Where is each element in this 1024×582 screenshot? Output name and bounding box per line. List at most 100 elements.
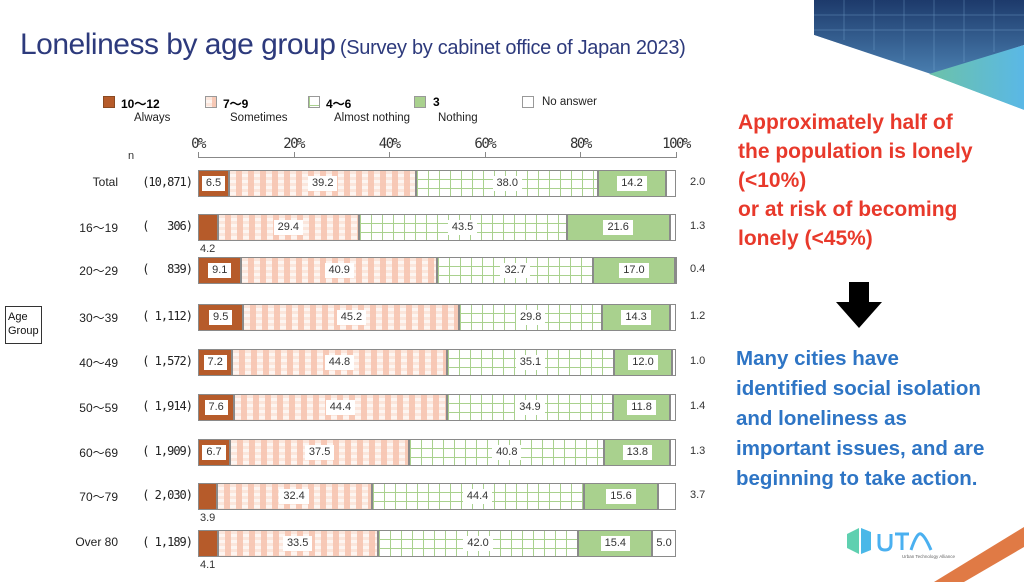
legend-desc-no-answer: No answer (542, 96, 597, 108)
bar-segment-almost: 38.0 (416, 169, 599, 197)
legend-swatch-almost-nothing (308, 96, 320, 108)
callout-blue: Many cities have identified social isola… (736, 344, 1024, 494)
data-label: 7.2 (203, 354, 227, 370)
header-city-image (814, 0, 1024, 110)
callout-red-line: (<10%) (738, 169, 807, 192)
data-label: 0.4 (690, 263, 706, 275)
legend-desc-sometimes: Sometimes (230, 112, 288, 124)
data-label: 35.1 (515, 354, 546, 370)
data-label: 44.4 (325, 399, 356, 415)
bar-segment-always: 6.7 (198, 438, 231, 466)
x-tick-label: 20% (283, 136, 305, 152)
data-label: 29.4 (273, 219, 304, 235)
legend-code-nothing: 3 (433, 95, 440, 109)
bar-segment-nothing: 17.0 (593, 256, 675, 284)
data-label: 38.0 (492, 175, 522, 191)
category-label: 70～79 (79, 490, 118, 504)
data-label: 45.2 (336, 309, 367, 325)
data-label: 29.8 (515, 309, 546, 325)
bar-segment-nothing: 15.6 (583, 482, 659, 510)
bar-segment-always: 7.6 (198, 393, 235, 421)
uta-logo (847, 528, 933, 554)
bar-segment-sometimes: 33.5 (217, 529, 378, 557)
bar-segment-sometimes: 32.4 (216, 482, 372, 510)
callout-red-line: the population is lonely (738, 140, 973, 163)
x-tick-label: 100% (662, 136, 691, 152)
x-tick-mark (293, 152, 295, 158)
bar-segment-sometimes: 39.2 (229, 169, 417, 197)
bar-segment-almost: 44.4 (371, 482, 584, 510)
data-label: 40.8 (492, 444, 522, 460)
data-label: 2.0 (690, 176, 706, 188)
callout-red-line: Approximately half of (738, 111, 953, 134)
bar-segment-almost: 40.8 (409, 438, 605, 466)
category-label: 20～29 (79, 264, 118, 278)
down-arrow-icon (836, 282, 882, 328)
x-tick-mark (484, 152, 486, 158)
bar-segment-nothing: 21.6 (566, 213, 670, 241)
data-label: 33.5 (282, 535, 313, 551)
bar-segment-nothing: 12.0 (614, 348, 672, 376)
data-label: 3.9 (200, 511, 216, 524)
data-label: 44.8 (324, 354, 355, 370)
category-label: 30～39 (79, 311, 118, 325)
x-tick-mark (580, 152, 582, 158)
bar-segment-noanswer (674, 256, 677, 284)
sample-size-label: ( 1,572) (142, 354, 193, 368)
bar-segment-nothing: 11.8 (613, 393, 670, 421)
data-label: 5.0 (656, 536, 672, 550)
data-label: 32.4 (279, 488, 309, 504)
callout-red-line: or at risk of becoming (738, 198, 958, 221)
data-label: 21.6 (603, 219, 633, 235)
legend-swatch-sometimes (205, 96, 217, 108)
data-label: 12.0 (628, 354, 658, 370)
bar-segment-nothing: 14.3 (601, 303, 671, 331)
bar-segment-always (198, 529, 218, 557)
bar-segment-noanswer (658, 482, 676, 510)
bar-segment-sometimes: 29.4 (218, 213, 359, 241)
bar-segment-almost: 43.5 (358, 213, 567, 241)
data-label: 4.1 (200, 558, 216, 571)
category-label: Total (92, 175, 118, 189)
logo-tagline: Urban Technology Alliance (902, 554, 955, 559)
bar-segment-always (198, 482, 217, 510)
legend-code-almost-nothing: 4～6 (326, 97, 352, 111)
callout-blue-line: important issues, and are (736, 437, 985, 460)
callout-blue-line: identified social isolation (736, 377, 981, 400)
sample-size-label: ( 306) (142, 219, 193, 233)
bar-segment-noanswer (669, 393, 677, 421)
bar-segment-almost: 42.0 (377, 529, 579, 557)
legend-swatch-nothing (414, 96, 426, 108)
data-label: 3.7 (690, 489, 706, 501)
bar-segment-noanswer (665, 169, 676, 197)
bar-segment-almost: 29.8 (459, 303, 602, 331)
footer-orange-stripe (934, 527, 1024, 582)
data-label: 4.2 (200, 242, 216, 255)
x-tick-label: 60% (474, 136, 496, 152)
bar-segment-almost: 34.9 (446, 393, 614, 421)
x-axis-line (198, 157, 676, 158)
legend-swatch-no-answer (522, 96, 534, 108)
bar-segment-always: 9.1 (198, 256, 242, 284)
data-label: 9.5 (209, 309, 233, 325)
data-label: 1.3 (690, 220, 706, 232)
sample-size-label: ( 1,189) (142, 535, 193, 549)
category-label: 50～59 (79, 401, 118, 415)
x-tick-label: 0% (191, 136, 206, 152)
data-label: 15.6 (606, 488, 636, 504)
bar-segment-nothing: 13.8 (604, 438, 671, 466)
data-label: 1.4 (690, 400, 706, 412)
slide-title: Loneliness by age group (Survey by cabin… (20, 28, 686, 62)
callout-blue-line: and loneliness as (736, 407, 907, 430)
legend-code-always: 10～12 (121, 97, 160, 111)
data-label: 34.9 (515, 399, 545, 415)
x-tick-label: 40% (378, 136, 401, 152)
callout-blue-line: Many cities have (736, 347, 899, 370)
bar-segment-almost: 35.1 (446, 348, 615, 376)
bar-segment-sometimes: 45.2 (243, 303, 460, 331)
legend-desc-nothing: Nothing (438, 112, 478, 124)
data-label: 43.5 (447, 219, 478, 235)
bar-segment-noanswer (670, 303, 676, 331)
sample-size-label: ( 2,030) (142, 488, 193, 502)
bar-segment-sometimes: 40.9 (241, 256, 437, 284)
